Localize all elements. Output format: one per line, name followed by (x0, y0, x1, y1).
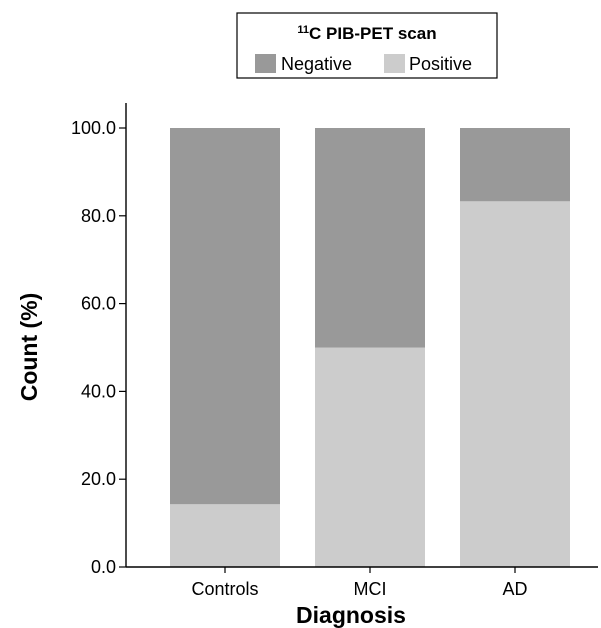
bar-negative-mci (315, 128, 425, 348)
legend-title: 11C PIB-PET scan (297, 24, 436, 43)
y-tick-label-20.0: 20.0 (81, 469, 116, 489)
x-tick-label-mci: MCI (354, 579, 387, 599)
plot-area: Controls MCI AD 0.0 20.0 40.0 60.0 80.0 100.0 (71, 103, 598, 599)
y-tick-label-80.0: 80.0 (81, 206, 116, 226)
legend-box (236, 12, 498, 79)
x-tick-label-controls: Controls (191, 579, 258, 599)
legend-label-positive: Positive (409, 54, 472, 74)
bar-negative-controls (170, 128, 280, 505)
legend-title-sup: 11 (297, 24, 309, 36)
legend-label-negative: Negative (281, 54, 352, 74)
legend-swatch-negative (255, 54, 276, 73)
legend-title-main: C PIB-PET scan (309, 24, 437, 43)
bar-negative-ad (460, 128, 570, 202)
x-axis-title: Diagnosis (296, 602, 406, 628)
legend: 11C PIB-PET scan Negative Positive (236, 12, 498, 79)
y-tick-label-100.0: 100.0 (71, 118, 116, 138)
bar-positive-ad (460, 201, 570, 568)
y-tick-label-60.0: 60.0 (81, 294, 116, 314)
x-tick-label-ad: AD (502, 579, 527, 599)
legend-swatch-positive (384, 54, 405, 73)
y-tick-label-0.0: 0.0 (91, 557, 116, 577)
bar-positive-mci (315, 347, 425, 567)
bar-positive-controls (170, 504, 280, 567)
y-tick-label-40.0: 40.0 (81, 381, 116, 401)
y-axis-title: Count (%) (16, 293, 42, 402)
